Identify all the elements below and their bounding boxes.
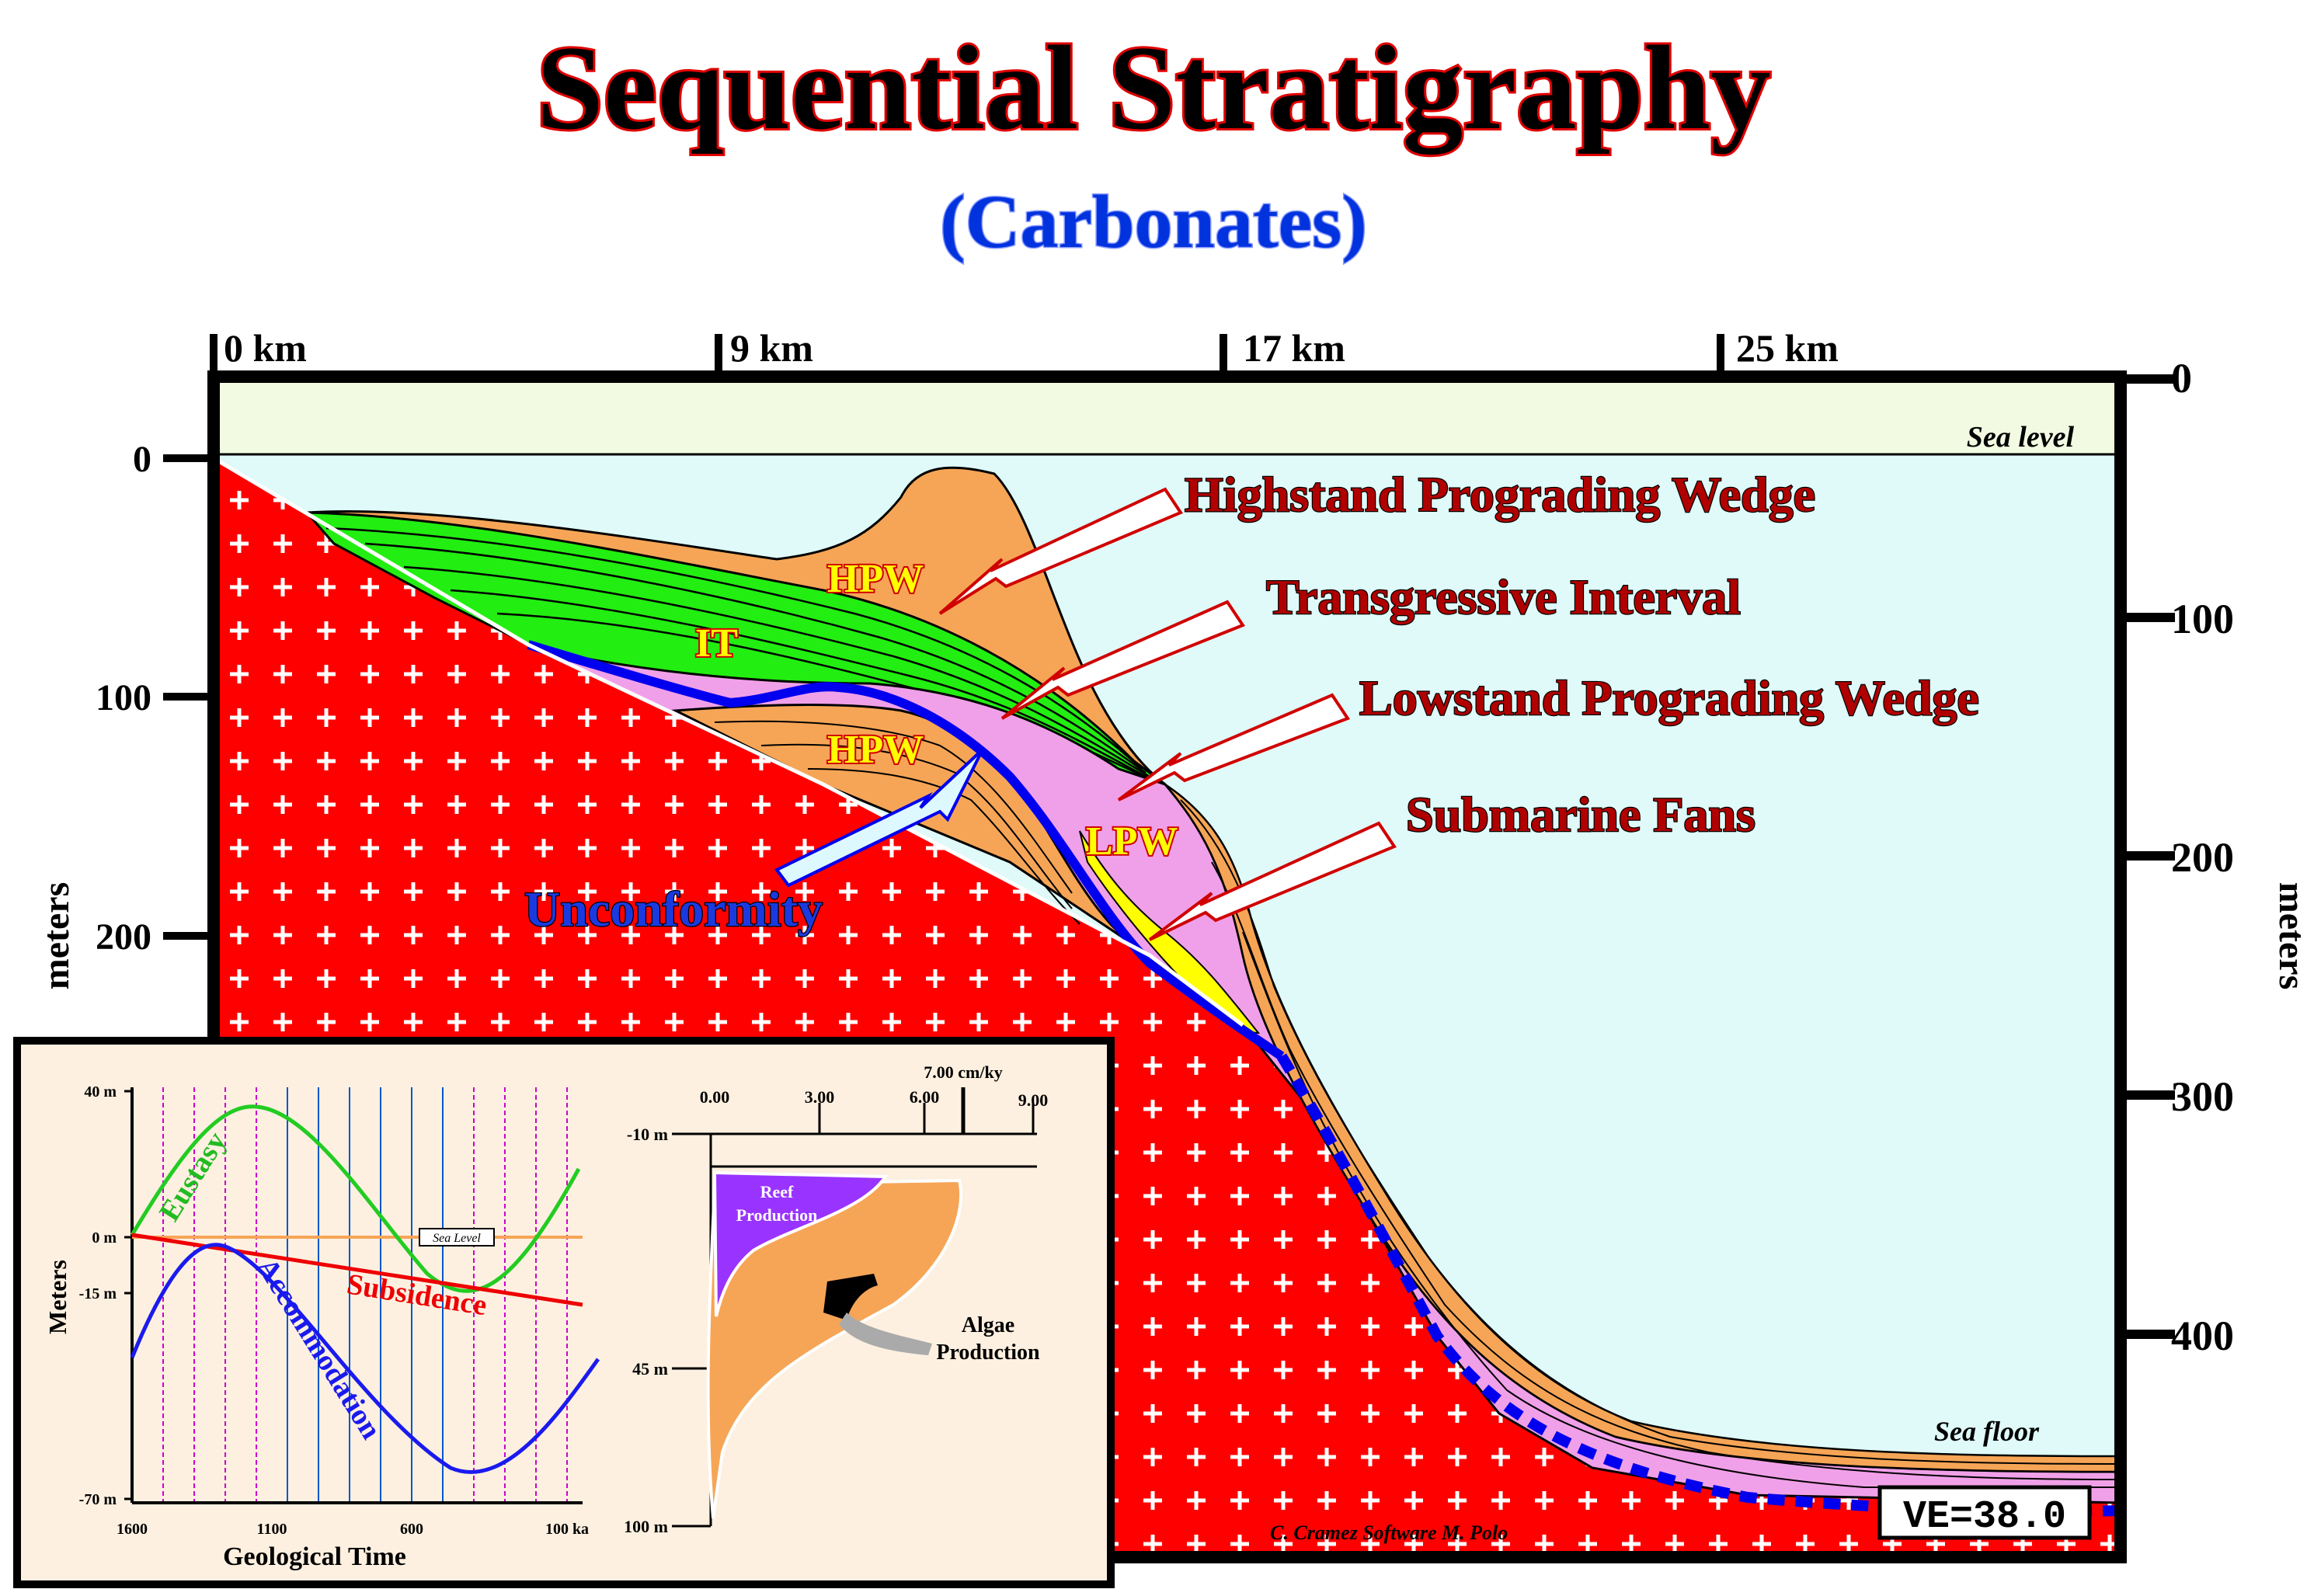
annotation-it: Transgressive Interval [1266,569,1741,624]
right-tick-300: 300 [2171,1073,2234,1120]
right-axis-label: meters [2271,882,2307,990]
algae-production-shape [706,1178,963,1519]
depth-tick-45: 45 m [632,1359,668,1379]
unconformity-line [527,640,1285,1060]
section-labels: Sea level Sea floor HPW IT HPW LPW Highs… [524,421,2092,1544]
right-tick-400: 400 [2171,1313,2234,1359]
algae-arrow [823,1274,932,1355]
inset-panel: Sea Level Eustasy Subsidence Accommodati… [13,1037,1115,1588]
hpw-lower-strata [714,720,1080,925]
left-depth-scale: 0 100 200 meters [36,439,214,989]
rate-tick-9: 9.00 [1018,1090,1049,1110]
km-tick-25: 25 km [1736,326,1839,370]
left-axis-label: meters [36,882,77,990]
accommodation-curve [130,1243,600,1474]
sea-floor-label: Sea floor [1934,1416,2040,1447]
sea-level-tag: Sea Level [433,1232,481,1245]
right-tick-0: 0 [2171,355,2192,402]
unconformity-arrow [774,748,984,888]
reef-label-1: Reef [760,1182,794,1201]
x-tick-1600: 1600 [117,1521,148,1538]
basement-top-line [212,456,1244,1027]
rate-tick-6: 6.00 [910,1087,940,1107]
y-tick-neg15: -15 m [79,1285,117,1302]
rate-tick-0: 0.00 [700,1087,730,1107]
sea-level-tag-box [419,1228,495,1247]
page-subtitle: (Carbonates) [940,180,1367,264]
x-tick-100: 100 ka [545,1521,589,1538]
ve-label: VE=38.0 [1903,1495,2066,1539]
x-tick-600: 600 [400,1521,423,1538]
reef-production-shape [712,1170,889,1317]
it-strata [325,527,1158,784]
unit-label-hpw-lower: HPW [827,728,924,772]
algae-label-1: Algae [962,1313,1014,1337]
y-tick-neg70: -70 m [79,1491,117,1508]
credit-label: C. Cramez Software M. Polo [1270,1521,1508,1544]
right-tick-200: 200 [2171,834,2234,881]
sea-level-label: Sea level [1967,421,2075,454]
rate-marker: 7.00 cm/ky [924,1062,1002,1082]
rate-tick-3: 3.00 [805,1087,835,1107]
eustasy-curve [130,1104,581,1293]
air-band [214,377,2121,454]
left-tick-100: 100 [96,677,151,718]
top-km-scale: 0 km 9 km 17 km 25 km [210,326,1839,377]
unit-label-hpw-upper: HPW [827,557,924,601]
y-tick-40: 40 m [84,1083,117,1101]
arrow-it [1000,600,1246,720]
x-tick-1100: 1100 [257,1521,287,1538]
annotation-fans: Submarine Fans [1406,787,1755,842]
arrow-lpw [1117,693,1351,801]
inset-y-axis-label: Meters [43,1260,71,1334]
depth-tick-neg10: -10 m [627,1125,668,1144]
inset-x-axis-label: Geological Time [223,1542,406,1571]
right-tick-100: 100 [2171,596,2234,642]
km-tick-17: 17 km [1243,326,1345,370]
ve-box [1877,1485,2092,1540]
y-tick-0: 0 m [92,1229,117,1247]
algae-label-2: Production [936,1340,1040,1365]
page-title: Sequential Stratigraphy [537,21,1771,155]
annotation-unconformity: Unconformity [524,881,823,937]
left-tick-0: 0 [133,439,151,480]
left-tick-200: 200 [96,916,151,958]
annotation-arrows [938,487,1397,941]
right-depth-scale: 0 100 200 300 400 meters [2115,355,2307,1557]
reef-label-2: Production [736,1205,818,1225]
depth-tick-100: 100 m [624,1517,668,1536]
annotation-lpw: Lowstand Prograding Wedge [1359,670,1979,725]
arrow-hpw [938,487,1184,615]
km-tick-9: 9 km [730,326,813,370]
annotation-hpw: Highstand Prograding Wedge [1185,467,1815,522]
arrow-fans [1148,821,1397,941]
unit-label-it: IT [695,621,738,666]
inset-production-graph: 0.00 3.00 6.00 9.00 7.00 cm/ky -10 m 45 … [624,1062,1048,1536]
slope-strata [1180,799,2121,1488]
fans-unit [1079,830,1261,1034]
km-tick-0: 0 km [224,326,307,370]
unit-label-lpw: LPW [1086,819,1178,864]
deep-unconformity [1276,1053,2121,1518]
